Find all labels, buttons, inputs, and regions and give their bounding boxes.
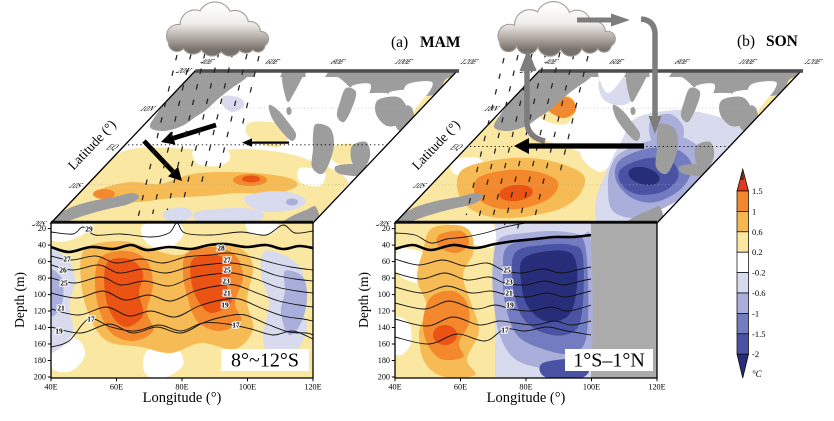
- svg-text:20: 20: [382, 224, 390, 233]
- svg-text:19: 19: [221, 301, 229, 310]
- svg-text:1°S–1°N: 1°S–1°N: [573, 350, 645, 372]
- svg-text:100E: 100E: [736, 57, 760, 65]
- svg-text:80E: 80E: [673, 57, 693, 65]
- svg-text:80: 80: [38, 274, 46, 283]
- svg-text:200: 200: [34, 373, 46, 382]
- svg-text:120E: 120E: [458, 57, 482, 65]
- svg-text:10S: 10S: [66, 181, 85, 189]
- svg-text:27: 27: [223, 256, 231, 265]
- svg-text:23: 23: [505, 278, 513, 287]
- svg-text:1: 1: [752, 206, 756, 216]
- svg-text:17: 17: [232, 321, 240, 330]
- svg-text:60: 60: [382, 257, 390, 266]
- svg-text:120E: 120E: [304, 383, 321, 392]
- svg-text:25: 25: [60, 279, 68, 288]
- svg-text:Depth (m): Depth (m): [356, 272, 371, 328]
- svg-text:Depth (m): Depth (m): [12, 272, 27, 328]
- svg-text:20N: 20N: [174, 66, 195, 74]
- svg-text:40: 40: [38, 241, 46, 250]
- svg-text:60E: 60E: [110, 383, 123, 392]
- svg-text:80E: 80E: [329, 57, 349, 65]
- svg-text:17: 17: [501, 326, 509, 335]
- svg-text:160: 160: [34, 340, 46, 349]
- svg-text:27: 27: [63, 255, 71, 264]
- svg-text:100: 100: [378, 290, 390, 299]
- svg-text:SON: SON: [766, 33, 798, 50]
- svg-text:200: 200: [378, 373, 390, 382]
- svg-text:80E: 80E: [519, 383, 532, 392]
- svg-text:40E: 40E: [44, 383, 57, 392]
- svg-text:-2: -2: [752, 349, 759, 359]
- svg-text:40E: 40E: [198, 57, 218, 65]
- svg-text:40E: 40E: [542, 57, 562, 65]
- svg-text:0.2: 0.2: [752, 247, 763, 257]
- svg-text:26: 26: [59, 266, 67, 275]
- svg-text:-1.5: -1.5: [752, 329, 765, 339]
- svg-text:21: 21: [223, 289, 231, 298]
- svg-text:(b): (b): [737, 33, 755, 50]
- svg-text:29: 29: [85, 225, 93, 234]
- svg-text:60E: 60E: [263, 57, 283, 65]
- svg-text:60: 60: [38, 257, 46, 266]
- svg-text:8°~12°S: 8°~12°S: [231, 350, 299, 372]
- svg-text:80: 80: [382, 274, 390, 283]
- svg-text:EQ: EQ: [103, 143, 122, 151]
- svg-text:100E: 100E: [583, 383, 600, 392]
- svg-text:10S: 10S: [410, 181, 429, 189]
- svg-text:Longitude (°): Longitude (°): [143, 390, 222, 406]
- svg-text:EQ: EQ: [447, 143, 466, 151]
- svg-text:28: 28: [217, 244, 225, 253]
- svg-text:40E: 40E: [388, 383, 401, 392]
- svg-text:(a): (a): [391, 34, 408, 51]
- svg-text:21: 21: [505, 289, 513, 298]
- svg-text:10N: 10N: [138, 104, 159, 112]
- svg-text:120: 120: [34, 307, 46, 316]
- svg-text:-1: -1: [752, 308, 759, 318]
- svg-text:160: 160: [378, 340, 390, 349]
- svg-text:80E: 80E: [175, 383, 188, 392]
- svg-text:20: 20: [38, 224, 46, 233]
- svg-text:23: 23: [222, 277, 230, 286]
- svg-text:120E: 120E: [802, 57, 826, 65]
- svg-text:-0.6: -0.6: [752, 288, 765, 298]
- svg-text:-0.2: -0.2: [752, 268, 765, 278]
- svg-text:MAM: MAM: [420, 34, 461, 51]
- svg-text:100E: 100E: [239, 383, 256, 392]
- svg-text:60E: 60E: [607, 57, 627, 65]
- svg-text:21: 21: [57, 304, 65, 313]
- svg-text:25: 25: [223, 266, 231, 275]
- svg-text:120: 120: [378, 307, 390, 316]
- svg-text:20S: 20S: [374, 219, 393, 227]
- svg-text:140: 140: [378, 323, 390, 332]
- svg-text:100: 100: [34, 290, 46, 299]
- svg-text:1.5: 1.5: [752, 186, 763, 196]
- svg-text:20S: 20S: [30, 219, 49, 227]
- svg-text:19: 19: [55, 327, 63, 336]
- svg-text:60E: 60E: [454, 383, 467, 392]
- svg-text:19: 19: [506, 301, 514, 310]
- svg-text:180: 180: [378, 356, 390, 365]
- svg-text:25: 25: [503, 266, 511, 275]
- svg-text:100E: 100E: [392, 57, 416, 65]
- svg-text:Longitude (°): Longitude (°): [487, 390, 566, 406]
- svg-text:120E: 120E: [648, 383, 665, 392]
- svg-text:17: 17: [87, 315, 95, 324]
- svg-text:°C: °C: [752, 369, 763, 379]
- svg-text:40: 40: [382, 241, 390, 250]
- svg-text:0.6: 0.6: [752, 227, 763, 237]
- svg-text:180: 180: [34, 356, 46, 365]
- svg-text:140: 140: [34, 323, 46, 332]
